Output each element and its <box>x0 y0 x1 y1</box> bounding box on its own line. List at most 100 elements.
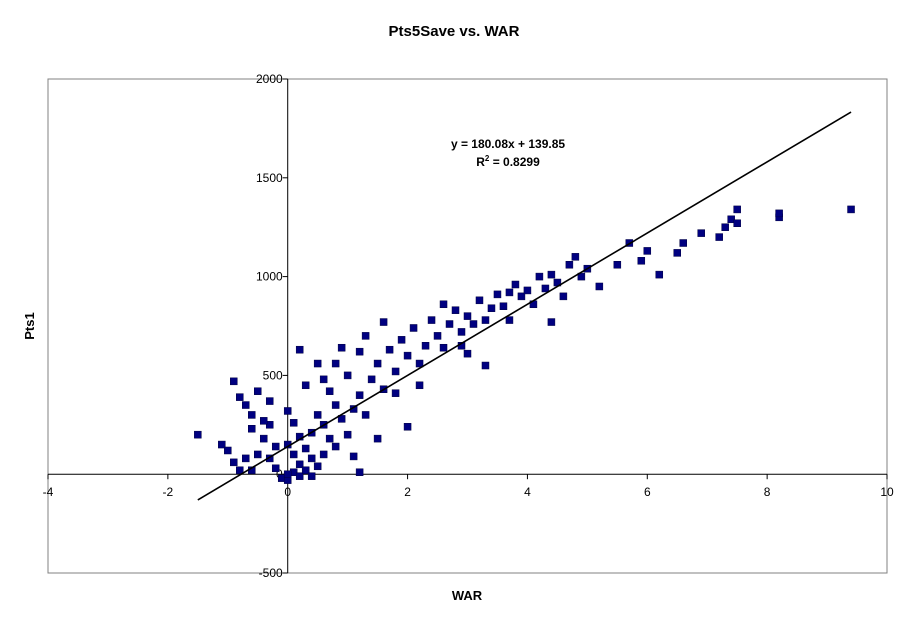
data-point <box>499 302 508 310</box>
y-axis-title: Pts1 <box>22 312 37 339</box>
data-point <box>361 332 370 340</box>
data-point <box>379 318 388 326</box>
data-point <box>481 361 490 370</box>
data-point <box>469 320 478 328</box>
data-point <box>673 249 681 257</box>
r2-value: = 0.8299 <box>489 155 540 169</box>
data-point <box>307 472 316 480</box>
data-point <box>265 397 274 405</box>
data-point <box>248 411 256 419</box>
data-point <box>355 468 364 476</box>
r2-exponent: 2 <box>485 154 490 163</box>
data-point <box>259 417 268 425</box>
data-point <box>355 347 364 356</box>
data-point <box>259 434 268 443</box>
data-point <box>775 209 783 218</box>
data-point <box>547 318 556 326</box>
data-point <box>331 401 340 409</box>
plot-area <box>47 78 888 574</box>
data-point <box>391 389 400 397</box>
y-tick-label: -500 <box>259 566 283 580</box>
data-point <box>445 320 454 328</box>
data-point <box>224 446 232 455</box>
data-point <box>254 387 262 395</box>
data-point <box>242 401 250 409</box>
data-point <box>373 359 382 368</box>
x-axis-title: WAR <box>452 588 483 603</box>
y-tick-label: 500 <box>263 368 283 382</box>
data-point <box>313 411 322 419</box>
data-point <box>847 205 855 214</box>
tick-labels: -4 -2 0 2 4 6 8 10 -500 0 500 1000 1500 2000 <box>43 72 894 580</box>
data-point <box>733 205 741 214</box>
data-point <box>283 470 292 478</box>
data-point <box>313 359 322 368</box>
data-point <box>535 272 544 281</box>
data-point <box>283 407 292 415</box>
data-point <box>409 324 418 332</box>
data-point <box>319 450 328 459</box>
data-point <box>637 257 646 265</box>
x-tick-label: 6 <box>644 485 651 499</box>
data-point <box>301 444 310 453</box>
data-point <box>301 466 310 474</box>
data-point <box>595 282 604 291</box>
data-point <box>295 345 304 354</box>
data-point <box>403 423 412 431</box>
data-point <box>733 219 741 227</box>
data-point <box>655 270 664 279</box>
data-point <box>367 375 376 384</box>
data-point <box>457 328 466 336</box>
data-point <box>475 296 484 305</box>
data-point <box>331 359 340 368</box>
data-point <box>254 450 262 459</box>
data-point <box>679 239 687 247</box>
data-point <box>547 270 556 279</box>
data-point <box>289 419 298 427</box>
data-point <box>715 233 723 241</box>
data-point <box>248 425 256 433</box>
data-point <box>523 286 532 295</box>
data-point <box>313 462 322 471</box>
data-point <box>415 381 424 390</box>
data-point <box>433 332 442 340</box>
data-point <box>373 434 382 443</box>
data-point <box>230 458 238 467</box>
axes <box>48 79 887 573</box>
data-point <box>349 452 358 461</box>
data-point <box>397 336 406 344</box>
trendline-equation: y = 180.08x + 139.85 <box>451 137 565 151</box>
data-point <box>289 450 298 459</box>
data-point <box>463 312 472 320</box>
data-point <box>565 260 574 269</box>
trendline-group <box>197 111 852 501</box>
data-point <box>319 375 328 384</box>
data-point <box>571 253 580 261</box>
data-point <box>511 280 520 289</box>
data-point <box>541 284 550 293</box>
trendline <box>197 111 852 501</box>
data-point <box>505 316 514 324</box>
data-point <box>517 292 526 301</box>
x-tick-label: -2 <box>163 485 174 499</box>
y-tick-label: 0 <box>276 467 283 481</box>
data-point <box>403 351 412 360</box>
data-point <box>439 300 448 309</box>
data-point <box>463 349 472 358</box>
data-point <box>487 304 496 312</box>
data-point <box>301 381 310 390</box>
r2-prefix: R <box>476 155 485 169</box>
data-point <box>218 440 226 449</box>
data-point <box>415 359 424 368</box>
data-point <box>236 393 244 401</box>
data-point <box>271 464 280 473</box>
data-point <box>355 391 364 399</box>
data-point <box>331 442 340 451</box>
data-point <box>295 472 304 480</box>
data-point <box>194 430 202 439</box>
data-point <box>559 292 568 301</box>
data-point <box>271 442 280 451</box>
data-point <box>481 316 490 324</box>
data-point <box>613 260 622 269</box>
data-point <box>325 387 334 395</box>
